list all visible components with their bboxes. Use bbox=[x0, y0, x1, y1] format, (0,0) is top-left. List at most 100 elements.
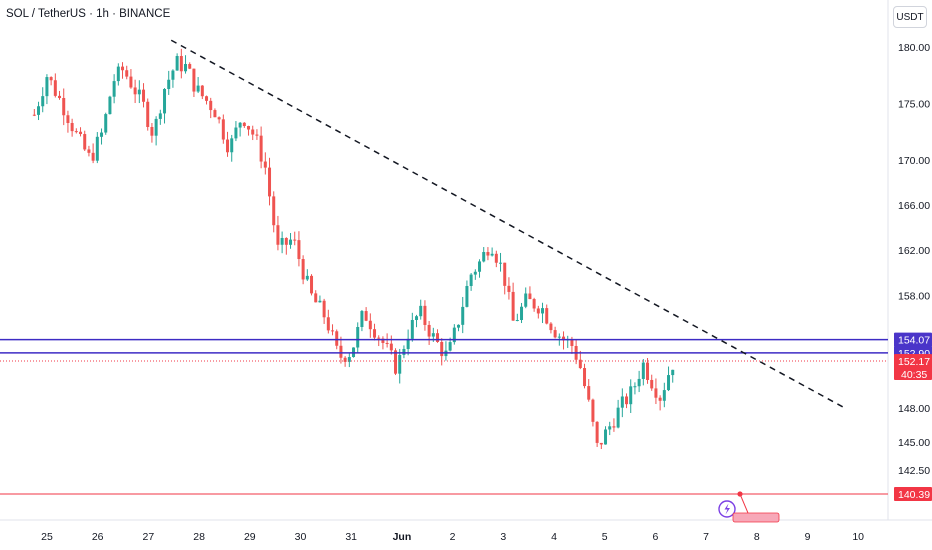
candle-down bbox=[53, 80, 57, 96]
candle-down bbox=[436, 333, 440, 342]
candle-down bbox=[377, 337, 381, 339]
candle-down bbox=[58, 95, 62, 99]
candle-up bbox=[482, 252, 486, 262]
candle-down bbox=[213, 110, 217, 118]
candle-down bbox=[599, 442, 603, 445]
price-tag-label: 152.17 bbox=[898, 356, 930, 368]
time-tick-label: 2 bbox=[450, 531, 456, 543]
price-tick-label: 162.00 bbox=[898, 245, 930, 257]
candle-up bbox=[158, 113, 162, 119]
candle-up bbox=[171, 70, 175, 80]
time-tick-label: 29 bbox=[244, 531, 256, 543]
candle-down bbox=[591, 399, 595, 422]
candle-up bbox=[402, 348, 406, 355]
candle-up bbox=[398, 354, 402, 374]
event-markers[interactable] bbox=[718, 491, 780, 523]
candle-down bbox=[494, 253, 498, 263]
price-tick-label: 175.00 bbox=[898, 98, 930, 110]
candle-up bbox=[289, 239, 293, 245]
time-tick-label: 10 bbox=[852, 531, 864, 543]
alert-label-box[interactable] bbox=[732, 512, 780, 523]
descending-trendline[interactable] bbox=[170, 39, 844, 408]
trendline-layer[interactable] bbox=[170, 39, 844, 408]
candle-down bbox=[284, 237, 288, 245]
candle-down bbox=[389, 343, 393, 351]
time-axis[interactable]: 25 26 27 28 29 30 31 Jun 2 3 4 5 6 7 8 9 10 bbox=[41, 531, 864, 543]
candle-down bbox=[66, 115, 70, 123]
candle-up bbox=[452, 327, 456, 343]
candle-down bbox=[49, 77, 53, 81]
candle-up bbox=[637, 378, 641, 387]
candle-down bbox=[335, 331, 339, 346]
candle-up bbox=[520, 306, 524, 320]
candle-down bbox=[570, 339, 574, 346]
time-tick-label: 4 bbox=[551, 531, 557, 543]
time-tick-label: 8 bbox=[754, 531, 760, 543]
candle-up bbox=[175, 56, 179, 71]
candle-down bbox=[62, 98, 66, 116]
candle-up bbox=[280, 237, 284, 245]
candle-up bbox=[448, 342, 452, 351]
price-tick-label: 148.00 bbox=[898, 403, 930, 415]
time-tick-label: 3 bbox=[500, 531, 506, 543]
candle-down bbox=[272, 196, 276, 226]
candle-down bbox=[129, 76, 133, 88]
candle-down bbox=[70, 122, 74, 132]
candle-down bbox=[373, 329, 377, 338]
time-tick-label: 7 bbox=[703, 531, 709, 543]
candle-down bbox=[91, 152, 95, 161]
candle-down bbox=[217, 117, 221, 120]
price-tick-label: 142.50 bbox=[898, 465, 930, 477]
candle-up bbox=[234, 127, 238, 139]
candle-down bbox=[326, 317, 330, 331]
candle-down bbox=[125, 70, 129, 77]
candle-down bbox=[440, 341, 444, 357]
time-tick-label: 9 bbox=[805, 531, 811, 543]
candle-down bbox=[511, 291, 515, 321]
candle-down bbox=[549, 323, 553, 331]
candle-down bbox=[276, 225, 280, 245]
price-tag-label: 140.39 bbox=[898, 489, 930, 501]
currency-unit-button[interactable]: USDT bbox=[893, 6, 927, 28]
lightning-icon bbox=[724, 503, 730, 515]
countdown-label: 40:35 bbox=[901, 369, 927, 381]
horizontal-levels bbox=[0, 338, 888, 495]
candle-up bbox=[641, 362, 645, 379]
candle-up bbox=[473, 271, 477, 275]
alert-dot bbox=[737, 491, 743, 497]
candle-up bbox=[616, 407, 620, 428]
candle-down bbox=[545, 308, 549, 324]
time-tick-label: 26 bbox=[92, 531, 104, 543]
candle-up bbox=[230, 138, 234, 153]
candle-down bbox=[368, 320, 372, 330]
price-axis[interactable]: 180.00 175.00 170.00 166.00 162.00 158.00 148.… bbox=[898, 42, 930, 477]
candle-down bbox=[658, 397, 662, 401]
candle-down bbox=[251, 129, 255, 135]
candle-down bbox=[226, 139, 230, 153]
candle-up bbox=[410, 319, 414, 339]
candle-down bbox=[364, 311, 368, 321]
candle-up bbox=[633, 386, 637, 388]
candle-down bbox=[381, 338, 385, 343]
candle-down bbox=[583, 368, 587, 387]
candle-up bbox=[95, 136, 99, 161]
candle-down bbox=[310, 275, 314, 294]
time-tick-label: 28 bbox=[193, 531, 205, 543]
time-tick-label: Jun bbox=[393, 531, 412, 543]
candle-down bbox=[427, 324, 431, 337]
candle-down bbox=[247, 126, 251, 130]
candle-up bbox=[100, 132, 104, 137]
candle-up bbox=[629, 386, 633, 405]
candles bbox=[32, 48, 675, 450]
candle-down bbox=[314, 293, 318, 303]
candle-up bbox=[662, 390, 666, 401]
candle-down bbox=[83, 134, 87, 150]
candle-up bbox=[37, 106, 41, 115]
candle-up bbox=[305, 275, 309, 280]
candle-up bbox=[419, 305, 423, 317]
candle-down bbox=[385, 342, 389, 344]
candle-up bbox=[620, 396, 624, 408]
candle-down bbox=[301, 259, 305, 280]
candle-down bbox=[578, 359, 582, 369]
